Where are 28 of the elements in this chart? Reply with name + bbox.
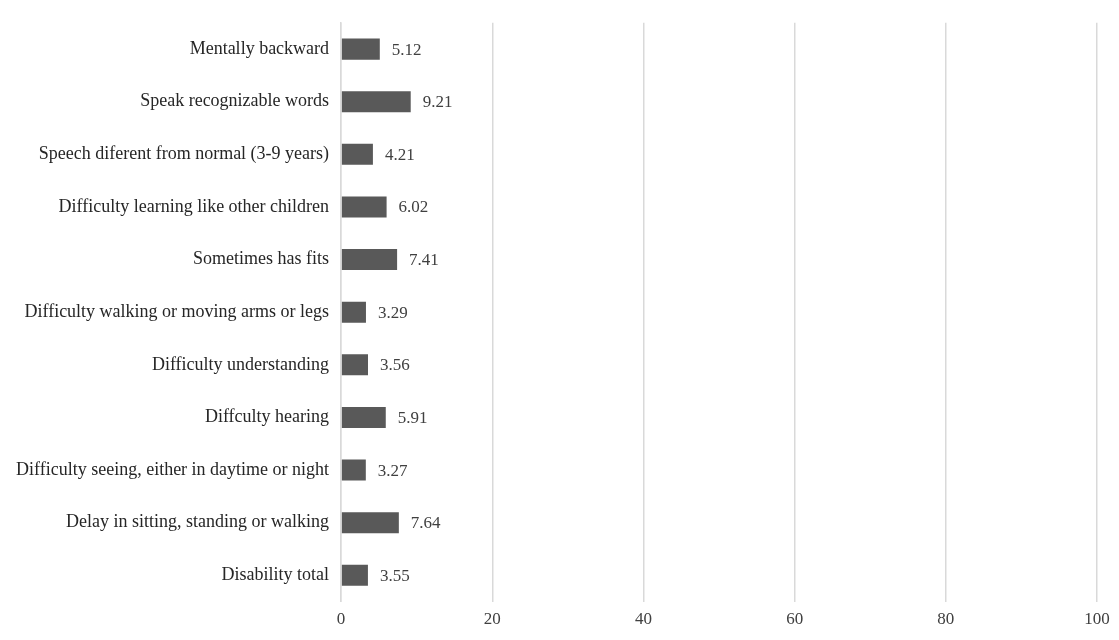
y-tick-label: Speech diferent from normal (3-9 years) <box>38 143 330 165</box>
y-tick-label: Diffculty hearing <box>204 406 330 427</box>
x-tick-label: 80 <box>937 609 955 629</box>
data-label: 3.27 <box>377 460 409 480</box>
y-tick-label: Disability total <box>221 564 330 585</box>
y-tick-label: Speak recognizable words <box>140 90 330 111</box>
y-tick-label: Difficulty understanding <box>151 353 330 374</box>
y-tick-label: Delay in sitting, standing or walking <box>66 511 330 532</box>
data-label: 7.41 <box>409 250 439 270</box>
y-tick-label: Difficulty seeing, either in daytime or night <box>16 458 330 479</box>
data-label: 9.21 <box>422 92 453 112</box>
x-tick-label: 20 <box>483 609 501 629</box>
data-label: 5.12 <box>391 39 422 59</box>
x-tick-label: 100 <box>1084 609 1110 629</box>
data-label: 3.29 <box>377 302 408 322</box>
x-tick-label: 40 <box>634 609 652 629</box>
data-label: 3.56 <box>380 355 410 375</box>
data-label: 3.55 <box>379 565 410 585</box>
data-label: 6.02 <box>398 197 429 217</box>
data-label: 4.21 <box>384 144 415 164</box>
x-tick-label: 0 <box>336 609 346 629</box>
y-tick-label: Difficulty walking or moving arms or legs <box>24 300 330 321</box>
x-tick-label: 60 <box>786 609 804 629</box>
data-label: 7.64 <box>410 513 442 533</box>
y-tick-label: Mentally backward <box>189 37 330 58</box>
y-tick-label: Difficulty learning like other children <box>58 195 330 216</box>
data-label: 5.91 <box>397 407 428 427</box>
y-tick-label: Sometimes has fits <box>193 248 330 269</box>
